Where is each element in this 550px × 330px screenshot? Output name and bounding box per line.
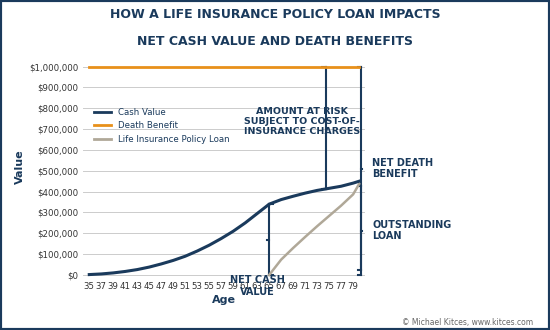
Text: NET CASH
VALUE: NET CASH VALUE — [230, 275, 284, 297]
Text: HOW A LIFE INSURANCE POLICY LOAN IMPACTS: HOW A LIFE INSURANCE POLICY LOAN IMPACTS — [109, 8, 441, 21]
X-axis label: Age: Age — [212, 295, 236, 305]
Text: NET DEATH
BENEFIT: NET DEATH BENEFIT — [372, 158, 433, 180]
Text: AMOUNT AT RISK
SUBJECT TO COST-OF-
INSURANCE CHARGES: AMOUNT AT RISK SUBJECT TO COST-OF- INSUR… — [244, 107, 360, 136]
Text: © Michael Kitces, www.kitces.com: © Michael Kitces, www.kitces.com — [403, 318, 534, 327]
Text: OUTSTANDING
LOAN: OUTSTANDING LOAN — [372, 220, 452, 241]
Legend: Cash Value, Death Benefit, Life Insurance Policy Loan: Cash Value, Death Benefit, Life Insuranc… — [90, 105, 233, 147]
Text: NET CASH VALUE AND DEATH BENEFITS: NET CASH VALUE AND DEATH BENEFITS — [137, 35, 413, 48]
Y-axis label: Value: Value — [15, 149, 25, 184]
